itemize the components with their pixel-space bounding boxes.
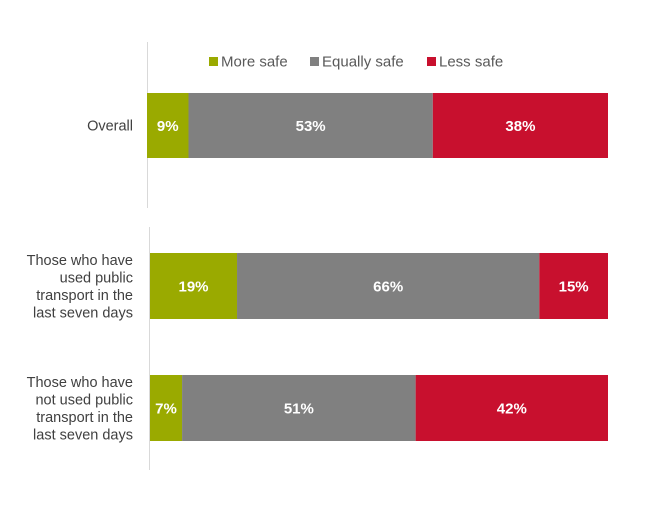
category-label-line: transport in the (36, 410, 133, 426)
bar-segment-3-equally-safe (182, 375, 416, 441)
bar-segment-2-less-safe (539, 253, 608, 319)
category-label-line: last seven days (33, 305, 133, 321)
legend-label-more-safe: More safe (221, 54, 288, 71)
legend-label-less-safe: Less safe (439, 54, 503, 71)
bar-segment-2-equally-safe (237, 253, 540, 319)
legend-swatch-less-safe (427, 57, 436, 66)
data-label-3-more-safe: 7% (155, 401, 177, 418)
legend: More safe Equally safe Less safe (209, 54, 503, 71)
data-label-1-less-safe: 38% (505, 118, 535, 135)
category-label-line: not used public (35, 392, 133, 408)
data-label-2-less-safe: 15% (559, 279, 589, 296)
bar-segment-1-less-safe (432, 93, 608, 158)
data-label-2-more-safe: 19% (178, 279, 208, 296)
category-label-line: Those who have (27, 375, 133, 391)
data-label-3-equally-safe: 51% (284, 401, 314, 418)
legend-swatch-more-safe (209, 57, 218, 66)
bar-segment-1-equally-safe (188, 93, 433, 158)
category-label-line: used public (60, 270, 133, 286)
data-label-1-equally-safe: 53% (296, 118, 326, 135)
category-label-line: last seven days (33, 427, 133, 443)
bar-segment-1-more-safe (147, 93, 189, 158)
category-label-1: Overall (87, 119, 133, 135)
bar-segment-3-more-safe (150, 375, 183, 441)
category-label-line: Overall (87, 119, 133, 135)
data-label-1-more-safe: 9% (157, 118, 179, 135)
data-label-2-equally-safe: 66% (373, 279, 403, 296)
category-label-3: Those who have not used public transport i… (27, 375, 133, 444)
category-label-2: Those who have used public transport in th… (27, 253, 133, 322)
legend-label-equally-safe: Equally safe (322, 54, 404, 71)
bars: 9% 53% 38% 19% 66% 15% 7% 51% 42% (147, 93, 608, 441)
legend-swatch-equally-safe (310, 57, 319, 66)
category-label-line: Those who have (27, 253, 133, 269)
bar-segment-2-more-safe (150, 253, 238, 319)
data-label-3-less-safe: 42% (497, 401, 527, 418)
category-label-line: transport in the (36, 288, 133, 304)
bar-segment-3-less-safe (415, 375, 608, 441)
